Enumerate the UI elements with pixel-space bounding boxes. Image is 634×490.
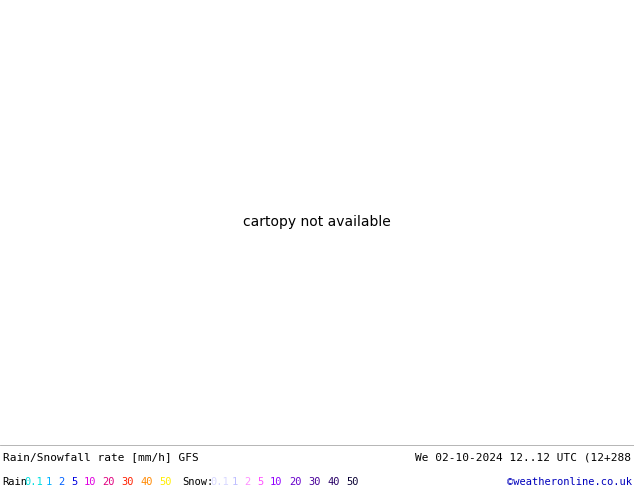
Text: 40: 40 — [327, 477, 340, 487]
Text: ©weatheronline.co.uk: ©weatheronline.co.uk — [507, 477, 632, 487]
Text: 30: 30 — [122, 477, 134, 487]
Text: 5: 5 — [257, 477, 264, 487]
Text: 2: 2 — [245, 477, 251, 487]
Text: cartopy not available: cartopy not available — [243, 215, 391, 229]
Text: 50: 50 — [160, 477, 172, 487]
Text: 40: 40 — [141, 477, 153, 487]
Text: 5: 5 — [71, 477, 77, 487]
Text: 0.1: 0.1 — [24, 477, 43, 487]
Text: 30: 30 — [308, 477, 321, 487]
Text: Rain: Rain — [3, 477, 27, 487]
Text: 1: 1 — [46, 477, 52, 487]
Text: 10: 10 — [270, 477, 283, 487]
Text: 20: 20 — [103, 477, 115, 487]
Text: 20: 20 — [289, 477, 302, 487]
Text: 10: 10 — [84, 477, 96, 487]
Text: Snow:: Snow: — [183, 477, 214, 487]
Text: 0.1: 0.1 — [210, 477, 230, 487]
Text: Rain/Snowfall rate [mm/h] GFS: Rain/Snowfall rate [mm/h] GFS — [3, 452, 198, 462]
Text: 1: 1 — [232, 477, 238, 487]
Text: We 02-10-2024 12..12 UTC (12+288: We 02-10-2024 12..12 UTC (12+288 — [415, 452, 631, 462]
Text: 2: 2 — [58, 477, 65, 487]
Text: 50: 50 — [346, 477, 359, 487]
